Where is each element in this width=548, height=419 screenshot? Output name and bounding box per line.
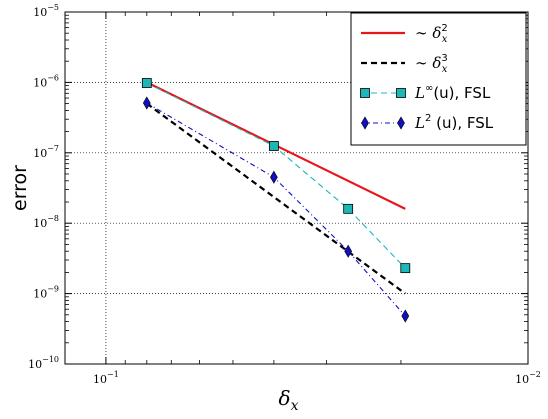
legend-item-0: ∼ δ2 x — [361, 23, 448, 45]
y-tick-label: 10−8 — [33, 214, 59, 230]
x-axis-label-text: δx — [279, 386, 299, 414]
legend: ∼ δ2 x ∼ δ3 x L∞(u), FSL L2 (u), FSL — [350, 12, 527, 146]
marker-square — [400, 263, 411, 274]
y-axis-label: error — [9, 165, 31, 211]
legend-label: L2 (u), FSL — [414, 113, 494, 132]
y-tick-label: 10−7 — [33, 144, 59, 160]
legend-box — [350, 12, 527, 146]
plot-frame — [64, 11, 529, 365]
x-axis-label: δx — [279, 386, 299, 414]
legend-label: ∼ δ2 x — [415, 23, 448, 45]
series-3 — [142, 96, 410, 323]
series-layer — [141, 78, 411, 323]
legend-item-2: L∞(u), FSL — [360, 83, 491, 102]
y-tick-label: 10−9 — [33, 285, 59, 301]
series-2 — [141, 78, 411, 274]
marker-square — [141, 78, 152, 88]
y-tick-label: 10−5 — [33, 3, 59, 19]
marker-diamond — [397, 116, 405, 130]
series-line — [146, 102, 406, 295]
marker-diamond — [344, 244, 353, 258]
legend-label: ∼ δ3 x — [415, 53, 448, 75]
y-tick-label: 10−6 — [33, 73, 59, 89]
marker-diamond — [361, 116, 369, 130]
tick-marks — [65, 11, 529, 365]
marker-square — [343, 203, 354, 214]
marker-diamond — [270, 170, 278, 184]
marker-diamond — [401, 309, 410, 323]
tick-labels: 10−10 10−9 10−8 10−7 10−6 10−5 10−1 10−2 — [28, 3, 541, 386]
marker-square — [360, 88, 370, 98]
grid — [65, 12, 528, 364]
marker-square — [268, 141, 279, 151]
marker-diamond — [142, 96, 151, 110]
series-line — [146, 102, 406, 317]
series-line — [146, 82, 406, 269]
legend-label: L∞(u), FSL — [414, 83, 491, 102]
marker-square — [396, 88, 406, 98]
x-tick-label: 10−2 — [515, 370, 541, 386]
y-tick-label: 10−10 — [28, 355, 59, 371]
legend-item-1: ∼ δ3 x — [361, 53, 448, 75]
series-1 — [146, 102, 406, 295]
legend-item-3: L2 (u), FSL — [361, 113, 494, 132]
x-tick-label: 10−1 — [93, 370, 119, 386]
